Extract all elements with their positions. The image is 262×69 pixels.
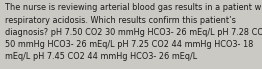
Text: mEq/L pH 7.45 CO2 44 mmHg HCO3- 26 mEq/L: mEq/L pH 7.45 CO2 44 mmHg HCO3- 26 mEq/L [5,52,197,61]
Text: 50 mmHg HCO3- 26 mEq/L pH 7.25 CO2 44 mmHg HCO3- 18: 50 mmHg HCO3- 26 mEq/L pH 7.25 CO2 44 mm… [5,40,253,49]
Text: The nurse is reviewing arterial blood gas results in a patient with: The nurse is reviewing arterial blood ga… [5,3,262,12]
Text: diagnosis? pH 7.50 CO2 30 mmHg HCO3- 26 mEq/L pH 7.28 CO2: diagnosis? pH 7.50 CO2 30 mmHg HCO3- 26 … [5,28,262,37]
Text: respiratory acidosis. Which results confirm this patient’s: respiratory acidosis. Which results conf… [5,16,236,24]
